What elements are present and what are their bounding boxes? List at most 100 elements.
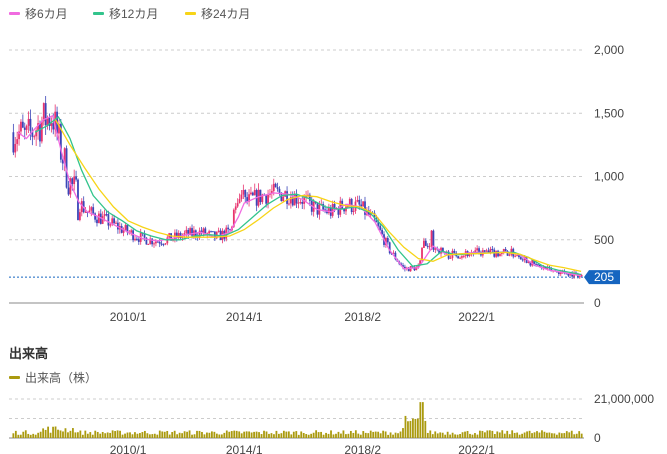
candle-body bbox=[293, 193, 296, 206]
candle-body bbox=[449, 257, 452, 259]
candle-body bbox=[519, 257, 522, 260]
volume-bar bbox=[384, 431, 387, 438]
candle-body bbox=[143, 233, 146, 238]
candle-body bbox=[130, 230, 133, 233]
volume-bar bbox=[22, 431, 25, 438]
volume-bar bbox=[275, 430, 278, 438]
ma6-line bbox=[17, 114, 582, 277]
candle-body bbox=[39, 123, 41, 142]
candle-body bbox=[274, 183, 277, 188]
candle-body bbox=[295, 193, 298, 204]
candle-body bbox=[529, 261, 532, 266]
candle-body bbox=[208, 231, 211, 234]
volume-bar bbox=[81, 434, 84, 438]
candle-body bbox=[364, 201, 366, 215]
volume-bar bbox=[67, 432, 69, 438]
legend-ma6[interactable]: 移6カ月 bbox=[9, 5, 68, 22]
candle-body bbox=[367, 210, 370, 216]
volume-bar bbox=[372, 431, 375, 438]
legend-ma24[interactable]: 移24カ月 bbox=[185, 5, 250, 22]
candle-body bbox=[212, 231, 214, 233]
candle-body bbox=[497, 250, 499, 257]
volume-bar bbox=[14, 430, 17, 438]
candle-body bbox=[352, 210, 355, 212]
volume-bar bbox=[223, 432, 226, 438]
candle-body bbox=[438, 249, 441, 254]
candle-body bbox=[124, 225, 127, 230]
volume-bar bbox=[148, 434, 151, 438]
price-axis-labels: 2,000 1,500 1,000 500 0 bbox=[594, 43, 624, 310]
volume-bar bbox=[32, 433, 35, 438]
candle-body bbox=[404, 266, 406, 269]
volume-bar bbox=[62, 431, 64, 438]
candle-body bbox=[94, 213, 96, 220]
legend-volume[interactable]: 出来高（株） bbox=[9, 369, 97, 386]
volume-bar bbox=[312, 432, 315, 438]
candle-body bbox=[84, 211, 87, 213]
candle-body bbox=[61, 159, 64, 164]
volume-bar bbox=[419, 402, 422, 438]
volume-bar bbox=[69, 430, 72, 438]
candle-body bbox=[478, 248, 480, 252]
volume-bar bbox=[94, 430, 97, 438]
candle-body bbox=[316, 202, 319, 215]
candle-body bbox=[187, 229, 190, 236]
volume-bar bbox=[382, 430, 385, 438]
candle-body bbox=[280, 192, 283, 202]
candle-body bbox=[286, 191, 288, 204]
price-tick-label: 500 bbox=[594, 233, 614, 247]
volume-bar bbox=[392, 434, 394, 438]
volume-bar bbox=[345, 434, 347, 438]
date-tick-label: 2018/2 bbox=[344, 310, 381, 324]
volume-bar bbox=[454, 434, 457, 438]
volume-bar bbox=[201, 431, 203, 438]
candle-body bbox=[430, 230, 433, 247]
volume-bar bbox=[325, 432, 327, 438]
candle-body bbox=[415, 266, 418, 271]
volume-bar bbox=[79, 430, 82, 438]
price-tick-label: 1,500 bbox=[594, 106, 624, 120]
volume-bar bbox=[389, 432, 392, 438]
candle-body bbox=[308, 194, 311, 201]
candle-body bbox=[360, 204, 363, 207]
volume-bar bbox=[302, 433, 305, 438]
volume-bar bbox=[143, 430, 146, 438]
volume-date-label: 2018/2 bbox=[344, 443, 381, 454]
candle-body bbox=[236, 203, 239, 207]
volume-bar bbox=[431, 434, 434, 438]
candle-body bbox=[421, 247, 423, 261]
volume-bar bbox=[248, 431, 251, 438]
candle-body bbox=[164, 243, 167, 245]
candle-body bbox=[272, 183, 275, 192]
volume-bar bbox=[176, 434, 179, 438]
candle-body bbox=[153, 243, 155, 245]
candle-body bbox=[23, 127, 26, 130]
candle-body bbox=[248, 194, 250, 202]
volume-bar bbox=[493, 433, 496, 438]
candle-body bbox=[234, 206, 237, 210]
candle-body bbox=[559, 271, 562, 275]
legend-ma12[interactable]: 移12カ月 bbox=[93, 5, 158, 22]
volume-bar bbox=[397, 433, 399, 438]
candle-body bbox=[198, 230, 201, 238]
candle-body bbox=[402, 265, 404, 267]
volume-bar bbox=[496, 431, 499, 438]
volume-bar bbox=[181, 433, 184, 438]
volume-bar bbox=[511, 430, 514, 438]
volume-bar bbox=[290, 434, 293, 438]
volume-bar bbox=[310, 433, 313, 438]
candle-body bbox=[145, 237, 148, 245]
ma12-swatch bbox=[93, 12, 104, 15]
volume-bar bbox=[429, 430, 432, 438]
candle-body bbox=[97, 213, 100, 224]
candle-body bbox=[75, 176, 77, 180]
volume-bar bbox=[357, 433, 360, 438]
candle-body bbox=[491, 248, 494, 250]
candle-body bbox=[434, 248, 437, 250]
candle-body bbox=[136, 238, 138, 240]
volume-bar bbox=[342, 430, 345, 438]
candle-body bbox=[90, 207, 93, 211]
volume-date-label: 2010/1 bbox=[110, 443, 147, 454]
candle-body bbox=[506, 251, 509, 256]
volume-bar bbox=[243, 431, 246, 438]
